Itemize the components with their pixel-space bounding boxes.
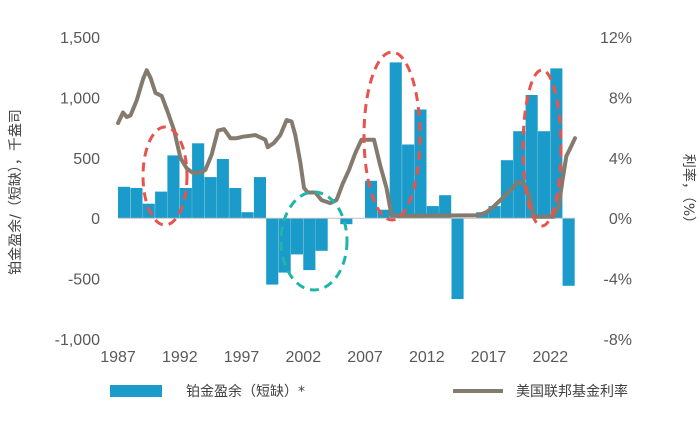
- y-left-tick: 1,000: [60, 90, 100, 107]
- bar-2019: [513, 131, 526, 219]
- bar-1997: [241, 212, 254, 219]
- bar-2002: [303, 218, 316, 271]
- legend-bar-swatch: [110, 385, 162, 397]
- bar-2018: [500, 160, 513, 219]
- bar-series: [118, 62, 575, 300]
- y-right-axis-ticks: 12% 8% 4% 0% -4% -8%: [600, 30, 632, 349]
- highlight-ellipses: [141, 50, 563, 292]
- y-left-tick: -1,000: [55, 332, 100, 349]
- bar-1987: [118, 186, 131, 219]
- x-tick-2022: 2022: [533, 349, 569, 366]
- bar-1999: [266, 218, 279, 285]
- y-right-tick: -8%: [604, 332, 632, 349]
- legend: 铂金盈余（短缺）* 美国联邦基金利率: [110, 383, 628, 400]
- bar-1996: [229, 188, 242, 219]
- x-tick-2007: 2007: [347, 349, 383, 366]
- bar-2008: [377, 209, 390, 219]
- legend-line-label: 美国联邦基金利率: [516, 383, 628, 400]
- bar-2001: [290, 218, 303, 255]
- bar-2005: [340, 218, 353, 225]
- bar-1998: [253, 177, 266, 219]
- x-tick-1997: 1997: [224, 349, 260, 366]
- x-tick-2002: 2002: [286, 349, 322, 366]
- highlight-ellipse-2021: [521, 68, 563, 228]
- highlight-ellipse-2002: [279, 190, 349, 292]
- y-right-tick: -4%: [604, 272, 632, 289]
- x-tick-2017: 2017: [471, 349, 507, 366]
- bar-1991: [167, 155, 180, 219]
- bar-2003: [315, 218, 328, 251]
- y-left-tick: -500: [68, 272, 100, 289]
- x-tick-1987: 1987: [100, 349, 136, 366]
- bar-1992: [179, 188, 192, 219]
- bar-1988: [130, 188, 143, 219]
- y-left-axis-ticks: 1,500 1,000 500 0 -500 -1,000: [55, 30, 100, 349]
- y-right-tick: 4%: [609, 151, 632, 168]
- highlight-ellipse-2009: [362, 50, 422, 222]
- bar-2011: [414, 109, 427, 219]
- y-right-tick: 8%: [609, 90, 632, 107]
- bar-2010: [402, 144, 415, 219]
- bar-2014: [451, 218, 464, 300]
- legend-bar-label: 铂金盈余（短缺）*: [186, 383, 305, 400]
- y-left-axis-title: 铂金盈余/（短缺），千盎司: [7, 109, 24, 275]
- y-left-tick: 0: [91, 211, 100, 228]
- y-right-tick: 12%: [600, 30, 632, 47]
- bar-1993: [192, 143, 205, 219]
- x-tick-2012: 2012: [409, 349, 445, 366]
- bar-2013: [439, 195, 452, 219]
- y-left-tick: 1,500: [60, 30, 100, 47]
- y-left-tick: 500: [73, 151, 100, 168]
- x-tick-1992: 1992: [162, 349, 198, 366]
- rate-line: [116, 68, 577, 219]
- bar-2020: [525, 95, 538, 219]
- highlight-ellipse-1992: [141, 125, 189, 227]
- bar-2007: [365, 180, 378, 219]
- bar-2009: [389, 62, 402, 219]
- y-right-tick: 0%: [609, 211, 632, 228]
- bar-1995: [216, 159, 229, 219]
- bar-2021: [537, 131, 550, 219]
- y-right-axis-title: 利率，（%）: [680, 154, 697, 230]
- x-axis-ticks: 1987 1992 1997 2002 2007 2012 2017 2022: [100, 349, 568, 366]
- bar-1994: [204, 177, 217, 219]
- bar-1990: [155, 191, 168, 219]
- bar-2023: [562, 218, 575, 286]
